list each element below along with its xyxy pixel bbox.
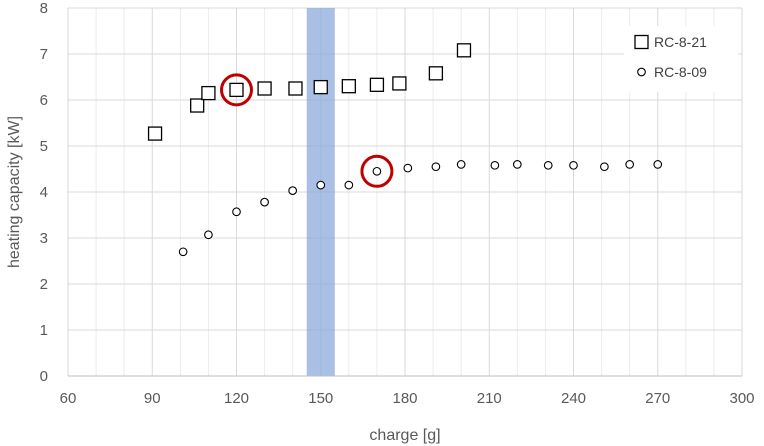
legend-marker-square [634,34,649,50]
data-point-square [257,81,272,96]
data-point-circle [490,160,500,170]
series-layer [147,43,663,257]
y-tick-label: 3 [40,230,48,247]
data-point-square [288,81,303,96]
data-point-circle [344,180,354,190]
highlight-band-layer [306,8,335,376]
data-point-circle [204,230,213,240]
data-point-circle [403,163,413,173]
x-tick-label: 240 [561,390,586,407]
data-point-circle [288,186,298,195]
data-point-square [369,77,385,92]
y-tick-label: 2 [40,276,48,293]
x-tick-label: 210 [477,390,502,407]
data-point-circle [543,160,553,170]
data-point-square [313,79,328,95]
highlight-circle [220,73,253,107]
y-tick-label: 8 [40,0,48,17]
data-point-circle [456,160,466,169]
y-tick-label: 0 [40,368,48,385]
x-tick-label: 180 [392,390,417,407]
data-point-square [456,43,472,58]
highlight-circle [360,154,394,188]
y-tick-label: 7 [40,46,48,63]
legend-marker-circle [637,67,646,77]
y-tick-label: 4 [40,184,48,201]
legend-label: RC-8-09 [654,64,707,80]
data-point-square [428,66,444,81]
x-tick-label: 150 [308,390,333,407]
data-point-circle [232,207,241,217]
data-point-square [392,76,407,91]
x-tick-label: 300 [729,390,754,407]
annotation-layer [220,73,394,188]
x-tick-label: 90 [144,390,161,407]
legend-label: RC-8-21 [654,34,707,50]
data-point-circle [178,247,188,257]
data-point-square [190,98,205,113]
x-tick-label: 60 [60,390,77,407]
highlight-band [306,8,335,376]
data-point-square [201,85,216,101]
x-axis-label: charge [g] [369,427,440,444]
data-point-square [341,79,356,94]
y-tick-label: 6 [40,92,48,109]
data-point-circle [569,160,578,170]
legend: RC-8-21 RC-8-09 [624,26,738,92]
x-tick-label: 120 [224,390,249,407]
data-point-circle [512,160,522,169]
data-point-square [147,126,163,141]
y-axis-label: heating capacity [kW] [6,116,23,268]
y-tick-label: 5 [40,138,48,155]
y-tick-label: 1 [40,322,48,339]
data-point-circle [600,162,609,172]
x-tick-label: 270 [645,390,670,407]
grid [67,7,743,377]
data-point-circle [653,160,663,169]
data-point-circle [260,197,269,207]
data-point-circle [372,166,382,176]
data-point-circle [625,160,635,169]
data-point-circle [431,162,441,172]
data-point-square [229,82,244,98]
data-point-circle [316,180,326,190]
axes: 60 90 120 150 180 210 240 270 300 0 1 2 3 4 5 6 7 8 [40,0,755,407]
